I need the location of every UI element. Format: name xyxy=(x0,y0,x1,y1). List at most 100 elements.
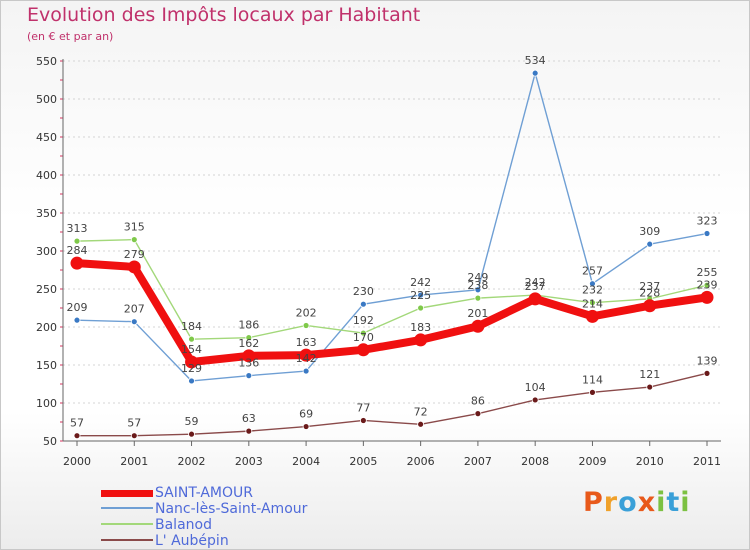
x-tick-label: 2001 xyxy=(120,455,148,468)
series-line xyxy=(73,259,711,366)
data-label: 230 xyxy=(353,285,374,298)
data-point xyxy=(356,343,370,357)
logo-letter: r xyxy=(603,487,619,518)
data-label: 142 xyxy=(296,352,317,365)
data-point xyxy=(646,240,654,248)
data-label: 162 xyxy=(238,337,259,350)
data-point xyxy=(73,237,81,245)
data-label: 239 xyxy=(697,278,718,291)
data-point xyxy=(359,329,367,337)
x-tick-label: 2011 xyxy=(693,455,721,468)
data-label: 242 xyxy=(410,276,431,289)
data-label: 186 xyxy=(238,319,259,332)
data-label: 323 xyxy=(697,215,718,228)
data-point xyxy=(73,432,81,440)
y-tick-label: 250 xyxy=(36,283,57,296)
data-point xyxy=(242,349,256,363)
data-point xyxy=(188,335,195,343)
data-point xyxy=(245,427,253,435)
data-label: 170 xyxy=(353,331,374,344)
data-point xyxy=(528,292,542,306)
data-point xyxy=(474,286,482,294)
series-line xyxy=(76,72,708,382)
data-label: 309 xyxy=(639,225,660,238)
data-point xyxy=(531,396,539,404)
data-label: 257 xyxy=(582,265,603,278)
x-tick-label: 2010 xyxy=(636,455,664,468)
data-label: 237 xyxy=(639,280,660,293)
data-label: 313 xyxy=(67,222,88,235)
data-point xyxy=(589,280,596,288)
data-point xyxy=(643,299,657,313)
data-label: 86 xyxy=(471,395,485,408)
x-tick-label: 2005 xyxy=(349,455,377,468)
legend-swatch xyxy=(101,523,153,525)
chart-subtitle: (en € et par an) xyxy=(27,30,114,43)
y-tick-label: 100 xyxy=(36,397,57,410)
data-label: 129 xyxy=(181,362,202,375)
data-label: 114 xyxy=(582,373,603,386)
y-tick-label: 200 xyxy=(36,321,57,334)
data-label: 139 xyxy=(697,354,718,367)
data-label: 121 xyxy=(639,368,660,381)
data-label: 163 xyxy=(296,336,317,349)
data-label: 183 xyxy=(410,321,431,334)
data-point xyxy=(245,334,253,342)
data-point xyxy=(589,388,596,396)
data-point xyxy=(417,420,425,428)
data-point xyxy=(127,260,141,274)
data-point xyxy=(302,423,310,430)
data-label: 232 xyxy=(582,284,603,297)
data-point xyxy=(585,309,599,323)
data-label: 284 xyxy=(67,244,88,257)
x-tick-label: 2003 xyxy=(235,455,263,468)
data-point xyxy=(302,367,310,375)
data-label: 72 xyxy=(414,405,428,418)
y-tick-label: 50 xyxy=(43,435,57,448)
data-label-layer: 209 207 129 136 142 230 242 249 534 257 309 323 313 3… xyxy=(67,54,718,430)
logo-letter: t xyxy=(666,487,681,518)
legend-label: L' Aubépin xyxy=(155,533,229,549)
legend-label: SAINT-AMOUR xyxy=(155,485,253,501)
logo-letter: i xyxy=(680,487,691,518)
data-label: 154 xyxy=(181,343,202,356)
legend-swatch xyxy=(101,490,153,497)
chart-title: Evolution des Impôts locaux par Habitant xyxy=(27,4,421,26)
x-tick-label: 2000 xyxy=(63,455,91,468)
x-tick-label: 2004 xyxy=(292,455,320,468)
data-label: 59 xyxy=(185,415,199,428)
data-label: 279 xyxy=(124,248,145,261)
data-label: 192 xyxy=(353,314,374,327)
data-point xyxy=(417,304,425,312)
data-label: 214 xyxy=(582,297,603,310)
data-point xyxy=(188,430,195,438)
legend-swatch xyxy=(101,507,153,509)
axis-layer: 50 100 150 200 250 300 350 400 450 500 550 2000 2001… xyxy=(36,55,721,468)
y-tick-label: 550 xyxy=(36,55,57,68)
data-label: 63 xyxy=(242,412,256,425)
data-point xyxy=(703,369,711,377)
legend-label: Balanod xyxy=(155,517,212,533)
data-label: 77 xyxy=(356,401,370,414)
data-label: 238 xyxy=(467,279,488,292)
data-label: 534 xyxy=(525,54,546,67)
data-point xyxy=(471,319,485,333)
data-label: 242 xyxy=(525,276,546,289)
data-point xyxy=(703,281,711,289)
grid-layer xyxy=(63,60,721,442)
data-point xyxy=(703,230,711,237)
data-label: 57 xyxy=(127,417,141,430)
y-tick-label: 500 xyxy=(36,93,57,106)
data-label: 207 xyxy=(124,303,145,316)
data-point xyxy=(245,372,253,380)
data-label: 104 xyxy=(525,381,546,394)
y-tick-label: 400 xyxy=(36,169,57,182)
logo-letter: i xyxy=(656,487,667,518)
x-tick-label: 2007 xyxy=(464,455,492,468)
legend-label: Nanc-lès-Saint-Amour xyxy=(155,501,308,517)
data-point xyxy=(474,294,482,302)
logo-letter: x xyxy=(637,487,657,518)
data-label: 136 xyxy=(238,357,259,370)
data-point xyxy=(359,417,367,424)
